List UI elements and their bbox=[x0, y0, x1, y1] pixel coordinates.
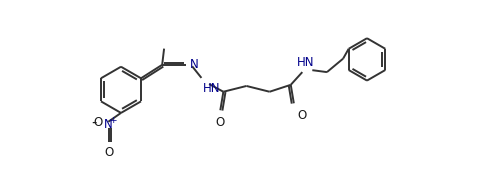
Text: N: N bbox=[190, 58, 198, 71]
Text: O: O bbox=[94, 116, 103, 129]
Text: HN: HN bbox=[296, 56, 314, 69]
Text: O: O bbox=[216, 116, 225, 129]
Text: N: N bbox=[104, 118, 113, 131]
Text: O: O bbox=[297, 109, 306, 122]
Text: -: - bbox=[91, 115, 97, 130]
Text: HN: HN bbox=[203, 82, 220, 95]
Text: O: O bbox=[104, 146, 113, 159]
Text: +: + bbox=[110, 116, 117, 125]
